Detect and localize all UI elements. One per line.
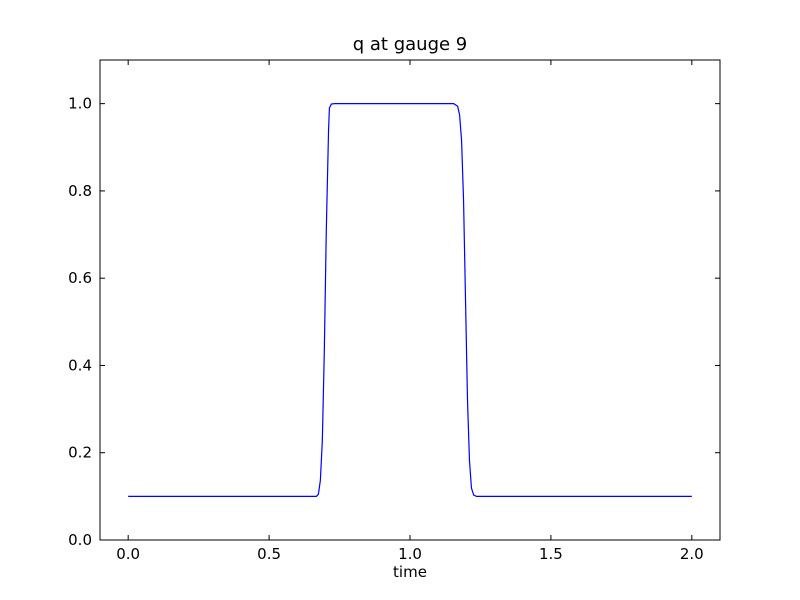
- y-tick-label: 0.0: [68, 531, 92, 549]
- y-tick-label: 1.0: [68, 95, 92, 113]
- series-line: [128, 103, 692, 497]
- x-tick-label: 1.0: [398, 545, 422, 563]
- plot-frame: [99, 59, 721, 541]
- y-tick-label: 0.8: [68, 182, 92, 200]
- x-tick-label: 0.0: [116, 545, 140, 563]
- y-tick-label: 0.6: [68, 269, 92, 287]
- x-tick-label: 0.5: [257, 545, 281, 563]
- y-tick-label: 0.2: [68, 444, 92, 462]
- x-tick-label: 2.0: [680, 545, 704, 563]
- x-axis-label: time: [393, 563, 427, 581]
- x-tick-label: 1.5: [539, 545, 563, 563]
- y-tick-label: 0.4: [68, 356, 92, 374]
- chart-title: q at gauge 9: [353, 34, 468, 55]
